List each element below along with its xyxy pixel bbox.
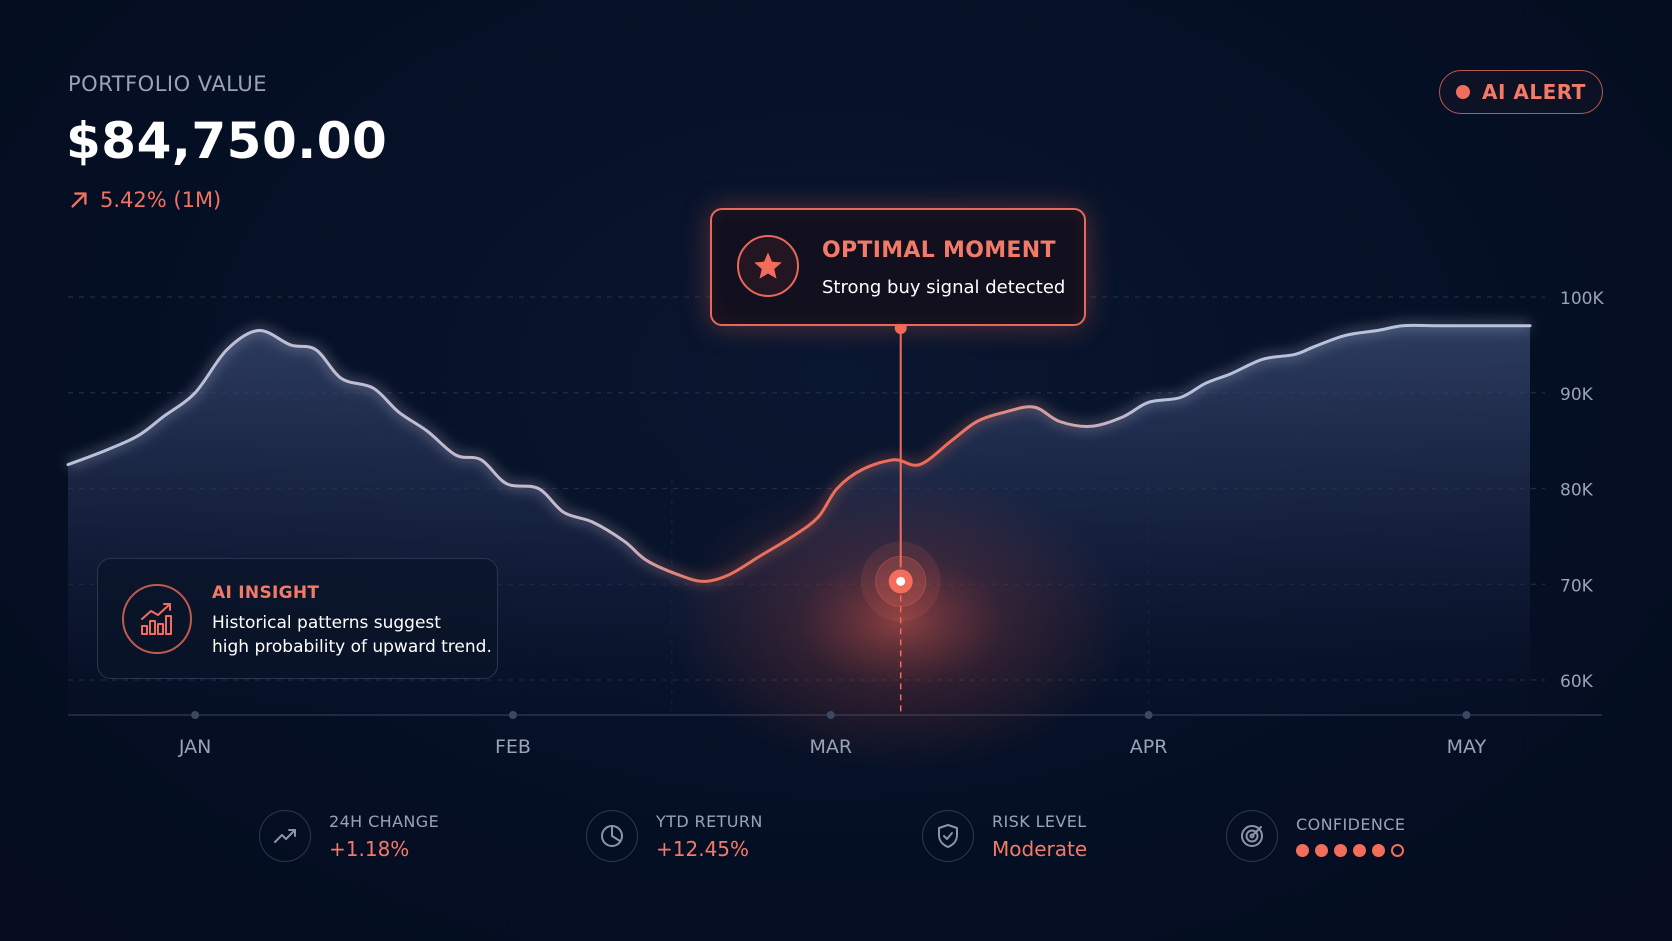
x-tick-label: JAN [178,736,211,758]
x-tick-label: MAY [1447,736,1487,758]
stat-label: 24H CHANGE [329,811,440,831]
stat-24h-change: 24H CHANGE +1.18% [259,808,439,864]
ai-alert-label: AI ALERT [1482,80,1586,104]
ai-alert-badge[interactable]: AI ALERT [1439,70,1603,114]
confidence-dot-filled [1372,844,1385,857]
stat-ytd-return: YTD RETURN +12.45% [586,808,763,864]
y-tick-label: 70K [1560,576,1594,596]
stat-value: +1.18% [329,836,410,861]
x-tick-dot [1144,711,1153,719]
alert-dot-icon [1456,85,1471,99]
portfolio-label: PORTFOLIO VALUE [68,72,267,96]
insight-line-2: high probability of upward trend. [212,637,492,657]
stat-label: RISK LEVEL [992,811,1087,831]
highlight-point-core [896,576,906,586]
stat-risk-level: RISK LEVEL Moderate [922,808,1087,864]
pie-chart-icon [586,810,638,862]
x-axis-ticks: JAN FEB MAR APR MAY [178,711,1487,758]
series-line [66,323,1532,583]
bar-chart-trend-icon [122,584,192,654]
shield-icon [922,810,974,862]
x-tick-dot [508,711,517,719]
ai-insight-card[interactable]: AI INSIGHT Historical patterns suggest h… [97,558,498,679]
y-tick-label: 100K [1560,289,1604,309]
stat-value: +12.45% [656,836,750,861]
stat-confidence: CONFIDENCE [1226,808,1405,864]
stat-value: Moderate [992,836,1088,861]
callout-title: OPTIMAL MOMENT [822,238,1056,263]
star-icon [737,235,799,297]
arrow-up-right-icon [71,192,87,208]
portfolio-change: 5.42% (1M) [68,188,221,212]
confidence-dot-filled [1296,844,1309,857]
x-tick-dot [191,711,200,719]
insight-title: AI INSIGHT [212,583,320,603]
confidence-dot-empty [1391,844,1404,857]
confidence-dot-filled [1334,844,1347,857]
callout-subtitle: Strong buy signal detected [822,277,1066,298]
confidence-rating [1296,844,1405,857]
y-tick-label: 90K [1560,385,1594,405]
x-tick-label: APR [1130,736,1168,758]
insight-line-1: Historical patterns suggest [212,613,441,633]
portfolio-change-text: 5.42% (1M) [100,188,222,212]
x-tick-label: FEB [495,736,531,758]
y-tick-label: 60K [1560,672,1594,692]
x-tick-label: MAR [809,736,852,758]
x-tick-dot [826,711,835,719]
confidence-dot-filled [1353,844,1366,857]
stat-label: YTD RETURN [656,811,763,831]
confidence-dot-filled [1315,844,1328,857]
portfolio-value: $84,750.00 [66,112,388,170]
y-tick-label: 80K [1560,481,1594,501]
trend-up-icon [259,810,311,862]
x-tick-dot [1462,711,1471,719]
optimal-moment-callout[interactable]: OPTIMAL MOMENT Strong buy signal detecte… [710,208,1086,326]
target-icon [1226,810,1278,862]
y-axis-ticks: 60K 70K 80K 90K 100K [1560,289,1604,692]
stat-label: CONFIDENCE [1296,815,1406,834]
highlight-marker [860,322,941,715]
